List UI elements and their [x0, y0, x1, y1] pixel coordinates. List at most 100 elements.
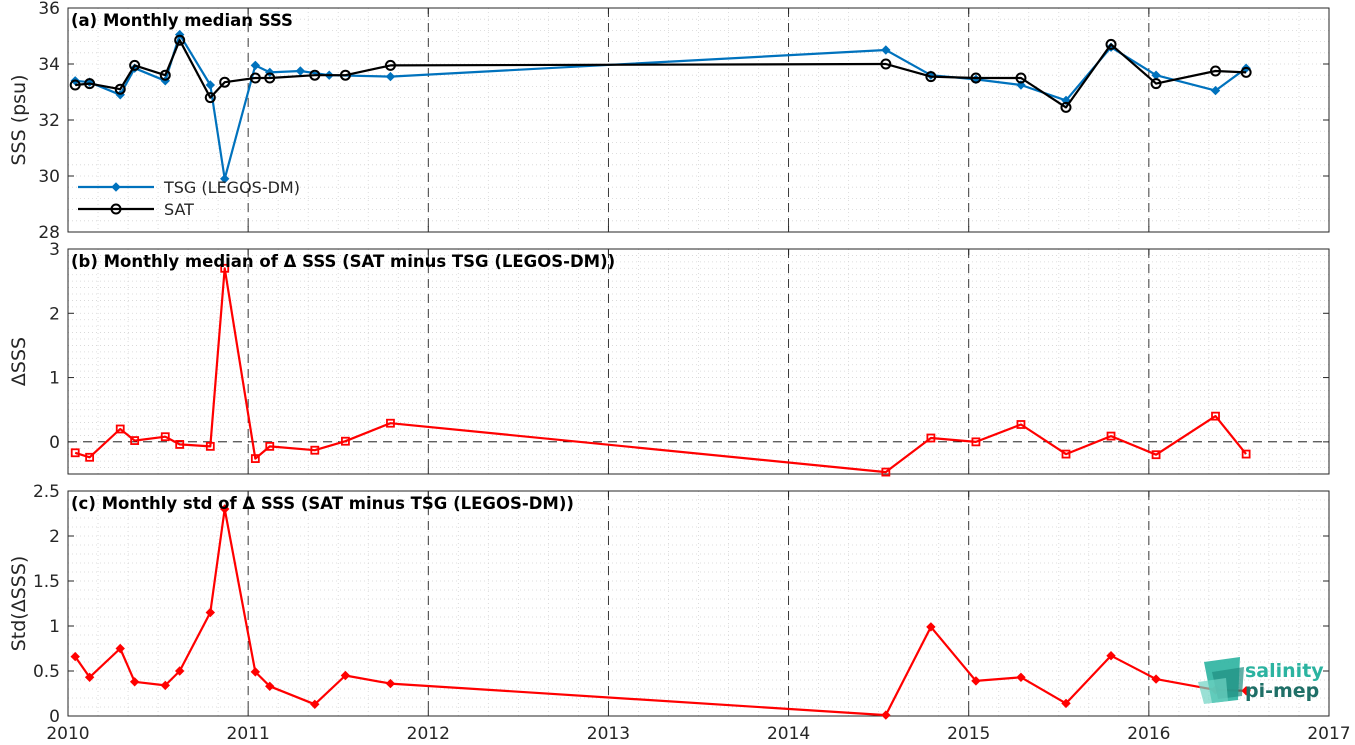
data-point [1060, 101, 1072, 113]
y-tick-label: 1.5 [33, 572, 60, 592]
data-point [1210, 65, 1222, 77]
data-point [1151, 450, 1161, 460]
data-point [205, 441, 215, 451]
data-point [1151, 674, 1161, 684]
data-point [1105, 38, 1117, 50]
legend-label: TSG (LEGOS-DM) [163, 178, 300, 197]
x-tick-label: 2012 [407, 724, 450, 744]
data-point [70, 651, 80, 662]
x-tick-label: 2017 [1307, 724, 1350, 744]
x-tick-label: 2011 [227, 724, 270, 744]
x-tick-label: 2016 [1127, 724, 1170, 744]
data-point [129, 677, 140, 687]
data-point [174, 666, 185, 676]
data-point [70, 448, 80, 458]
data-point [880, 58, 892, 70]
y-axis-label: SSS (psu) [8, 74, 30, 165]
y-tick-label: 2 [49, 304, 60, 324]
salinity-pi-mep-logo: salinity pi-mep [1198, 657, 1324, 704]
x-tick-label: 2014 [767, 724, 810, 744]
data-point [115, 424, 125, 434]
legend-swatch-marker [110, 203, 122, 215]
data-point [1106, 650, 1116, 661]
data-point [295, 66, 306, 76]
data-point [174, 34, 186, 46]
minor-grid [67, 490, 1330, 717]
data-point [160, 432, 170, 442]
minor-grid [67, 248, 1330, 475]
series-1 [70, 263, 1251, 477]
data-point [926, 622, 936, 632]
data-point [310, 699, 320, 710]
y-tick-label: 28 [38, 223, 60, 243]
data-point [115, 643, 125, 654]
series-2 [69, 34, 1252, 113]
data-point [881, 710, 891, 720]
data-point [69, 79, 81, 91]
data-point [340, 670, 351, 681]
logo-line2: pi-mep [1245, 680, 1319, 702]
data-point [1210, 85, 1221, 96]
logo-line1: salinity [1245, 660, 1324, 682]
data-point [250, 454, 260, 463]
data-point [1061, 698, 1071, 709]
data-point [881, 45, 891, 55]
data-point [129, 59, 141, 71]
y-axis-label: Std(ΔSSS) [8, 556, 30, 652]
year-gridlines [247, 249, 1150, 474]
y-tick-label: 36 [38, 0, 60, 19]
data-point [84, 672, 95, 683]
data-point [971, 437, 981, 447]
x-tick-label: 2013 [587, 724, 630, 744]
data-point [310, 445, 320, 455]
data-point [384, 59, 396, 71]
y-tick-label: 1 [49, 617, 60, 637]
year-gridlines [247, 491, 1150, 716]
data-point [339, 69, 351, 81]
y-tick-label: 0.5 [33, 662, 60, 682]
data-point [385, 71, 396, 82]
data-point [385, 678, 396, 689]
panel-title: (c) Monthly std of Δ SSS (SAT minus TSG … [71, 494, 574, 513]
y-tick-label: 1 [49, 369, 60, 389]
data-point [925, 71, 937, 83]
data-point [341, 436, 350, 446]
data-point [1106, 431, 1116, 441]
data-point [220, 174, 230, 184]
series-line [74, 507, 1247, 717]
data-point [1150, 78, 1162, 90]
panel-1: 28 30 32 34 36 SSS (psu) (a) Monthly median SS… [8, 0, 1330, 243]
series-1 [70, 504, 1251, 720]
minor-grid [67, 7, 1330, 233]
data-point [309, 69, 321, 81]
series-line [75, 39, 1247, 109]
y-tick-label: 0 [49, 433, 60, 453]
y-tick-label: 2 [49, 527, 60, 547]
y-tick-label: 2.5 [33, 482, 60, 502]
axes-box [67, 248, 1330, 475]
y-tick-label: 32 [38, 111, 60, 131]
legend: TSG (LEGOS-DM) SAT [78, 178, 300, 219]
data-point [1240, 66, 1252, 78]
data-point [1016, 672, 1026, 683]
data-point [205, 607, 216, 618]
data-point [926, 433, 936, 443]
data-point [386, 418, 395, 428]
data-point [130, 436, 140, 445]
data-point [220, 504, 230, 514]
data-point [1241, 686, 1251, 696]
data-point [205, 80, 216, 90]
year-gridlines [247, 8, 1150, 232]
data-point [175, 440, 185, 449]
y-tick-label: 0 [49, 707, 60, 727]
data-point [264, 72, 276, 84]
data-point [84, 78, 96, 90]
legend-swatch-marker [111, 182, 121, 192]
x-tick-label: 2010 [46, 724, 89, 744]
data-point [85, 452, 95, 462]
data-point [1016, 420, 1026, 429]
data-point [1241, 449, 1251, 459]
data-point [1211, 411, 1220, 421]
data-point [220, 263, 230, 273]
y-axis-label: ΔSSS [8, 337, 30, 386]
